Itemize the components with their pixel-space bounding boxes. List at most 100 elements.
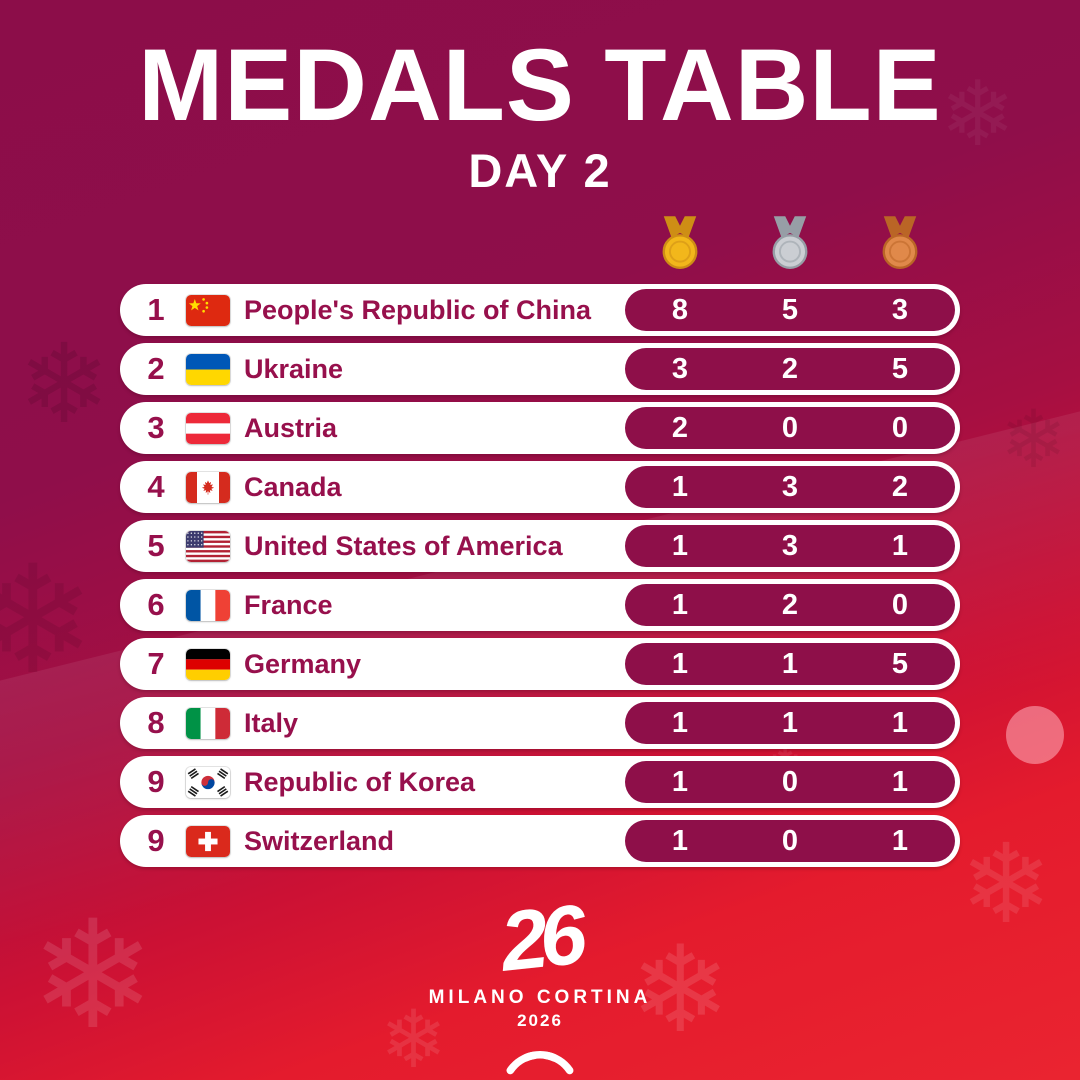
silver-count: 5 [781,294,799,327]
bronze-count: 3 [891,294,909,327]
gold-count: 1 [671,471,689,504]
medal-counts-pill: 1 1 1 [625,702,955,745]
table-row: 2 Ukraine 3 2 5 [120,343,960,396]
medal-icons-group [625,214,955,270]
bronze-count: 5 [891,353,909,386]
silver-count: 1 [781,648,799,681]
gold-count: 1 [671,648,689,681]
country-name: Ukraine [244,353,344,384]
gold-count: 2 [671,412,689,445]
gold-count: 8 [671,294,689,327]
event-year: 2026 [517,1010,563,1030]
silver-count: 3 [781,530,799,563]
country-name: Austria [244,412,338,443]
page-subtitle: DAY 2 [468,144,612,197]
rank: 6 [147,587,165,623]
rank: 9 [147,764,165,800]
bronze-count: 1 [891,766,909,799]
bronze-count: 0 [891,412,909,445]
gold-count: 3 [671,353,689,386]
silver-count: 2 [781,589,799,622]
country-name: France [244,589,333,620]
rank: 2 [147,351,165,387]
flag-de-icon [186,648,230,680]
table-row: 7 Germany 1 1 5 [120,638,960,691]
flag-ch-icon [186,825,230,857]
medal-counts-pill: 8 5 3 [625,289,955,332]
medal-column-headers [120,214,960,270]
flag-fr-svg [186,589,230,621]
flag-kr-svg [186,766,230,798]
medal-counts-pill: 1 3 1 [625,525,955,568]
rank: 7 [147,646,165,682]
flag-cn-icon [186,294,230,326]
gold-count: 1 [671,825,689,858]
table-row: 3 Austria 2 0 0 [120,402,960,455]
page-title: MEDALS TABLE [138,28,942,142]
gold-medal-icon [662,216,698,270]
medal-counts-pill: 2 0 0 [625,407,955,450]
medal-counts-pill: 1 0 1 [625,820,955,863]
flag-it-icon [186,707,230,739]
medal-counts-pill: 1 3 2 [625,466,955,509]
bronze-count: 2 [891,471,909,504]
silver-count: 3 [781,471,799,504]
bronze-count: 1 [891,530,909,563]
milano-cortina-26-logo: 26 [496,887,584,989]
table-row: 1 People's Republic of China 8 5 3 [120,284,960,337]
flag-at-svg [186,412,230,444]
rank: 1 [147,292,165,328]
medals-table: 1 People's Republic of China 8 5 3 2 Ukr… [0,284,1080,868]
flag-ca-icon [186,471,230,503]
bronze-count: 1 [891,825,909,858]
silver-count: 0 [781,766,799,799]
rank: 3 [147,410,165,446]
flag-at-icon [186,412,230,444]
silver-count: 0 [781,825,799,858]
flag-us-svg [186,530,230,562]
silver-count: 0 [781,412,799,445]
flag-us-icon [186,530,230,562]
flag-cn-svg [186,294,230,326]
gold-count: 1 [671,589,689,622]
flag-ch-svg [186,825,230,857]
bronze-count: 1 [891,707,909,740]
flag-ca-svg [186,471,230,503]
country-name: Switzerland [244,825,395,856]
medal-counts-pill: 3 2 5 [625,348,955,391]
country-name: Italy [244,707,299,738]
event-name: MILANO CORTINA [428,986,652,1008]
flag-it-svg [186,707,230,739]
paralympic-agitos-icon [506,1050,574,1074]
medal-counts-pill: 1 1 5 [625,643,955,686]
country-name: Canada [244,471,342,502]
country-name: People's Republic of China [244,294,591,325]
medal-counts-pill: 1 2 0 [625,584,955,627]
flag-ua-svg [186,353,230,385]
table-row: 8 Italy 1 1 1 [120,697,960,750]
bronze-medal-icon [882,216,918,270]
table-row: 4 Canada 1 3 2 [120,461,960,514]
medal-counts-pill: 1 0 1 [625,761,955,804]
silver-medal-icon [772,216,808,270]
rank: 9 [147,823,165,859]
silver-column-header [735,214,845,270]
rank: 8 [147,705,165,741]
bronze-column-header [845,214,955,270]
table-row: 9 Republic of Korea 1 0 1 [120,756,960,809]
gold-count: 1 [671,766,689,799]
table-row: 5 United States of America 1 3 1 [120,520,960,573]
rank: 5 [147,528,165,564]
table-row: 6 France 1 2 0 [120,579,960,632]
table-row: 9 Switzerland 1 0 1 [120,815,960,868]
footer: 26 MILANO CORTINA 2026 [0,887,1080,1080]
bronze-count: 0 [891,589,909,622]
gold-count: 1 [671,530,689,563]
gold-count: 1 [671,707,689,740]
flag-fr-icon [186,589,230,621]
silver-count: 1 [781,707,799,740]
flag-de-svg [186,648,230,680]
bronze-count: 5 [891,648,909,681]
